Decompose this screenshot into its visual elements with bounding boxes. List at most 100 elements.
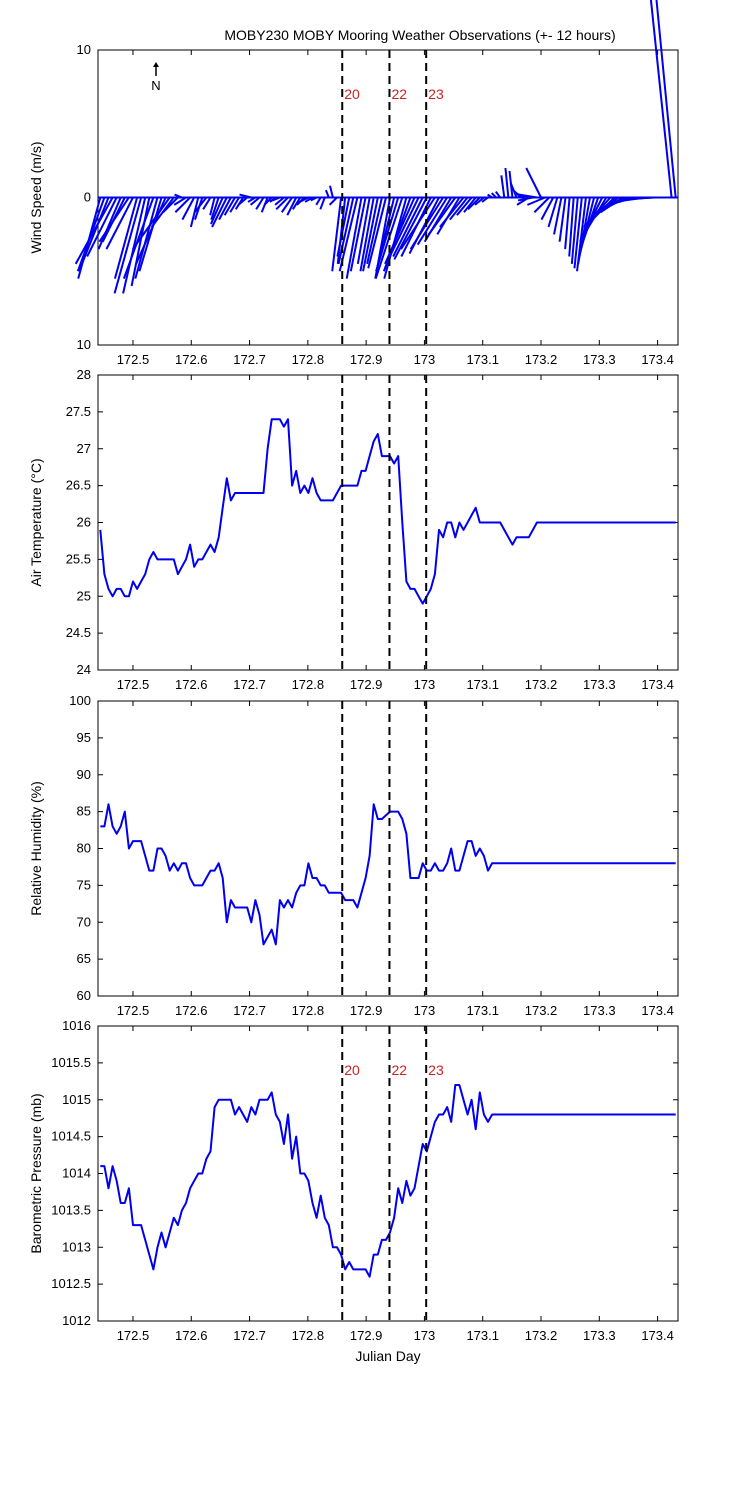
x-tick-label: 173	[414, 1328, 436, 1343]
y-axis-label: Relative Humidity (%)	[28, 781, 44, 916]
event-marker-label: 20	[344, 1062, 360, 1078]
x-axis-label: Julian Day	[355, 1348, 420, 1364]
wind-vector	[449, 196, 469, 221]
wind-vector	[218, 197, 232, 221]
wind-vector	[113, 197, 139, 279]
plot-frame	[97, 700, 679, 997]
series-line	[99, 418, 676, 605]
y-tick-label: 1012.5	[51, 1276, 91, 1291]
x-tick-label: 172.5	[117, 1328, 150, 1343]
wind-vector	[385, 197, 420, 265]
wind-vector	[78, 197, 110, 272]
y-tick-label: 10	[77, 42, 91, 57]
x-tick-label: 172.7	[233, 1328, 266, 1343]
wind-vector	[519, 193, 538, 199]
north-label: N	[151, 78, 160, 93]
wind-vector	[392, 197, 424, 257]
y-tick-label: 27	[77, 441, 91, 456]
x-tick-label: 172.6	[175, 1328, 208, 1343]
wind-vector	[400, 196, 436, 250]
series-line	[100, 803, 676, 946]
wind-vector	[649, 0, 673, 198]
wind-vector	[210, 197, 224, 225]
series-line	[100, 1084, 676, 1278]
x-tick-label: 172.9	[350, 1003, 383, 1018]
x-tick-label: 173.4	[641, 677, 674, 692]
wind-vector	[367, 197, 387, 269]
wind-vector	[130, 197, 151, 287]
chart-title: MOBY230 MOBY Mooring Weather Observation…	[224, 27, 615, 43]
x-tick-label: 172.6	[175, 1003, 208, 1018]
wind-vector	[328, 196, 338, 206]
wind-vector	[456, 196, 473, 216]
wind-vector	[174, 193, 183, 199]
x-tick-label: 173.3	[583, 1003, 616, 1018]
wind-vector	[134, 197, 159, 279]
wind-vector	[272, 196, 281, 202]
wind-vector	[467, 196, 481, 211]
y-tick-label: 1013.5	[51, 1202, 91, 1217]
wind-vector	[292, 196, 302, 210]
wind-vector	[122, 197, 147, 294]
y-tick-label: 25.5	[66, 551, 91, 566]
x-tick-label: 173	[414, 1003, 436, 1018]
wind-vector	[570, 197, 579, 264]
wind-vector	[328, 185, 334, 198]
y-tick-label: 1012	[62, 1313, 91, 1328]
wind-vector	[527, 196, 546, 206]
wind-vector	[304, 196, 314, 203]
y-tick-label: 0	[84, 190, 91, 205]
wind-vector	[375, 197, 400, 272]
wind-vector	[98, 196, 130, 243]
wind-vector	[331, 197, 343, 272]
wind-vector	[286, 197, 298, 216]
wind-vector	[568, 197, 575, 257]
wind-vector	[356, 197, 371, 265]
wind-vector	[223, 196, 236, 216]
wind-vector	[249, 196, 261, 206]
x-tick-label: 173.1	[466, 677, 499, 692]
x-tick-label: 173.4	[641, 352, 674, 367]
wind-vector	[393, 197, 428, 260]
x-tick-label: 172.7	[233, 677, 266, 692]
wind-vector	[274, 196, 285, 206]
wind-vector	[315, 196, 322, 206]
x-tick-label: 173.2	[525, 1328, 558, 1343]
y-axis-label: Air Temperature (°C)	[28, 458, 44, 586]
wind-vector	[174, 196, 191, 213]
wind-vector	[181, 197, 196, 221]
x-tick-label: 172.5	[117, 352, 150, 367]
wind-vector	[263, 196, 273, 206]
x-tick-label: 173.1	[466, 1328, 499, 1343]
wind-vector	[211, 197, 228, 228]
x-tick-label: 172.9	[350, 1328, 383, 1343]
y-tick-label: 60	[77, 988, 91, 1003]
y-tick-label: 25	[77, 588, 91, 603]
wind-vector	[86, 197, 118, 257]
y-axis-label: Barometric Pressure (mb)	[28, 1093, 44, 1253]
y-tick-label: 75	[77, 877, 91, 892]
wind-vector	[299, 196, 309, 203]
wind-vector	[336, 197, 351, 257]
y-tick-label: 26	[77, 515, 91, 530]
wind-vector	[591, 196, 620, 217]
wind-vector	[416, 196, 449, 246]
y-tick-label: 65	[77, 951, 91, 966]
y-tick-label: 1016	[62, 1018, 91, 1033]
wind-vector	[209, 197, 216, 216]
wind-vector	[189, 197, 200, 228]
wind-vector	[359, 197, 375, 272]
wind-vector	[319, 197, 326, 210]
wind-vector	[202, 196, 212, 210]
y-tick-label: 80	[77, 841, 91, 856]
event-marker-label: 23	[428, 86, 444, 102]
wind-vector	[427, 196, 457, 235]
x-tick-label: 173	[414, 677, 436, 692]
y-tick-label: 100	[69, 693, 91, 708]
wind-vector	[132, 196, 171, 250]
wind-vector	[553, 197, 563, 235]
plot-frame	[97, 1025, 679, 1322]
y-axis-label: Wind Speed (m/s)	[28, 141, 44, 253]
wind-vector	[494, 191, 502, 199]
